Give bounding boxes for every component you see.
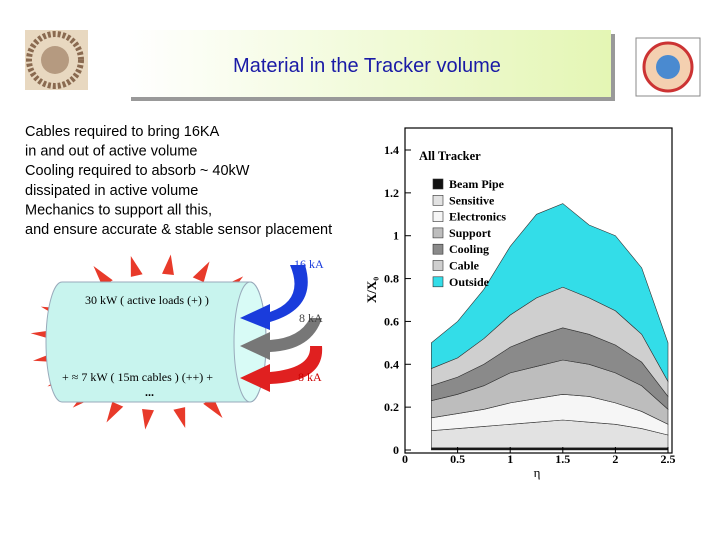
bullet-list: Cables required to bring 16KA in and out … xyxy=(25,124,332,238)
y-tick-label: 1.4 xyxy=(384,143,399,157)
area-layer xyxy=(431,447,669,451)
more-label: ... xyxy=(145,385,154,399)
x-axis-label: η xyxy=(534,465,541,480)
bullet-text: in and out of active volume xyxy=(25,144,198,160)
heat-spike xyxy=(142,409,154,430)
arrow-in xyxy=(240,265,308,330)
x-tick-label: 2 xyxy=(612,452,618,466)
legend-swatch xyxy=(432,260,444,271)
title-box xyxy=(127,30,611,97)
area-layer xyxy=(431,203,669,383)
legend-label: Cooling xyxy=(449,242,489,256)
logo-left xyxy=(25,30,88,90)
legend-title: All Tracker xyxy=(419,149,481,163)
arrow-out xyxy=(240,318,322,360)
heat-spike xyxy=(173,407,186,428)
loads-label: 30 kW ( active loads (+) ) xyxy=(85,293,209,307)
legend-swatch xyxy=(432,211,444,222)
legend-label: Sensitive xyxy=(449,193,495,207)
legend-label: Beam Pipe xyxy=(449,177,505,191)
y-tick-label: 1 xyxy=(393,229,399,243)
legend-label: Cable xyxy=(449,259,480,273)
y-tick-label: 0.8 xyxy=(384,272,399,286)
legend-label: Electronics xyxy=(449,210,506,224)
cables-label: + ≈ 7 kW ( 15m cables ) (++) + xyxy=(62,370,213,384)
x-tick-label: 0 xyxy=(402,452,408,466)
bullet-text: dissipated in active volume xyxy=(25,183,198,199)
legend-label: Support xyxy=(449,226,491,240)
heat-spike xyxy=(162,254,174,275)
bullet-text: Cables required to bring 16KA xyxy=(25,124,220,140)
legend-swatch xyxy=(432,243,444,255)
x-tick-label: 0.5 xyxy=(450,452,465,466)
y-tick-label: 1.2 xyxy=(384,186,399,200)
x-tick-label: 1.5 xyxy=(555,452,570,466)
current-label: 8 kA xyxy=(299,311,323,325)
heat-spike xyxy=(93,265,113,287)
heat-spike xyxy=(130,256,143,277)
chart: 0 0.2 0.4 0.6 0.8 1 1.2 1.4 0 0.5 1 1.5 2 2.5 η X/X₀ All… xyxy=(364,127,676,480)
current-label: 16 kA xyxy=(294,257,324,271)
x-tick-label: 2.5 xyxy=(661,452,676,466)
y-tick-label: 0.6 xyxy=(384,314,399,328)
x-tick-label: 1 xyxy=(507,452,513,466)
diagram: 30 kW ( active loads (+) ) + ≈ 7 kW ( 15… xyxy=(30,254,324,430)
legend-swatch xyxy=(432,227,444,239)
y-tick-label: 0 xyxy=(393,443,399,457)
y-tick-label: 0.4 xyxy=(384,357,399,371)
legend-swatch xyxy=(432,195,444,206)
bullet-text: and ensure accurate & stable sensor plac… xyxy=(25,222,332,238)
y-axis-label: X/X₀ xyxy=(364,277,379,303)
title: Material in the Tracker volume xyxy=(233,55,501,77)
heat-spike xyxy=(203,397,223,419)
bullet-text: Mechanics to support all this, xyxy=(25,202,212,218)
y-tick-label: 0.2 xyxy=(384,400,399,414)
legend-swatch xyxy=(432,276,444,288)
heat-spike xyxy=(192,261,210,283)
bullet-text: Cooling required to absorb ~ 40kW xyxy=(25,163,250,179)
logo-right xyxy=(635,37,701,97)
current-label: 8 kA xyxy=(298,370,322,384)
legend-label: Outside xyxy=(449,275,490,289)
legend-swatch xyxy=(432,178,444,190)
heat-spike xyxy=(106,401,124,423)
arrow-out xyxy=(240,346,323,392)
